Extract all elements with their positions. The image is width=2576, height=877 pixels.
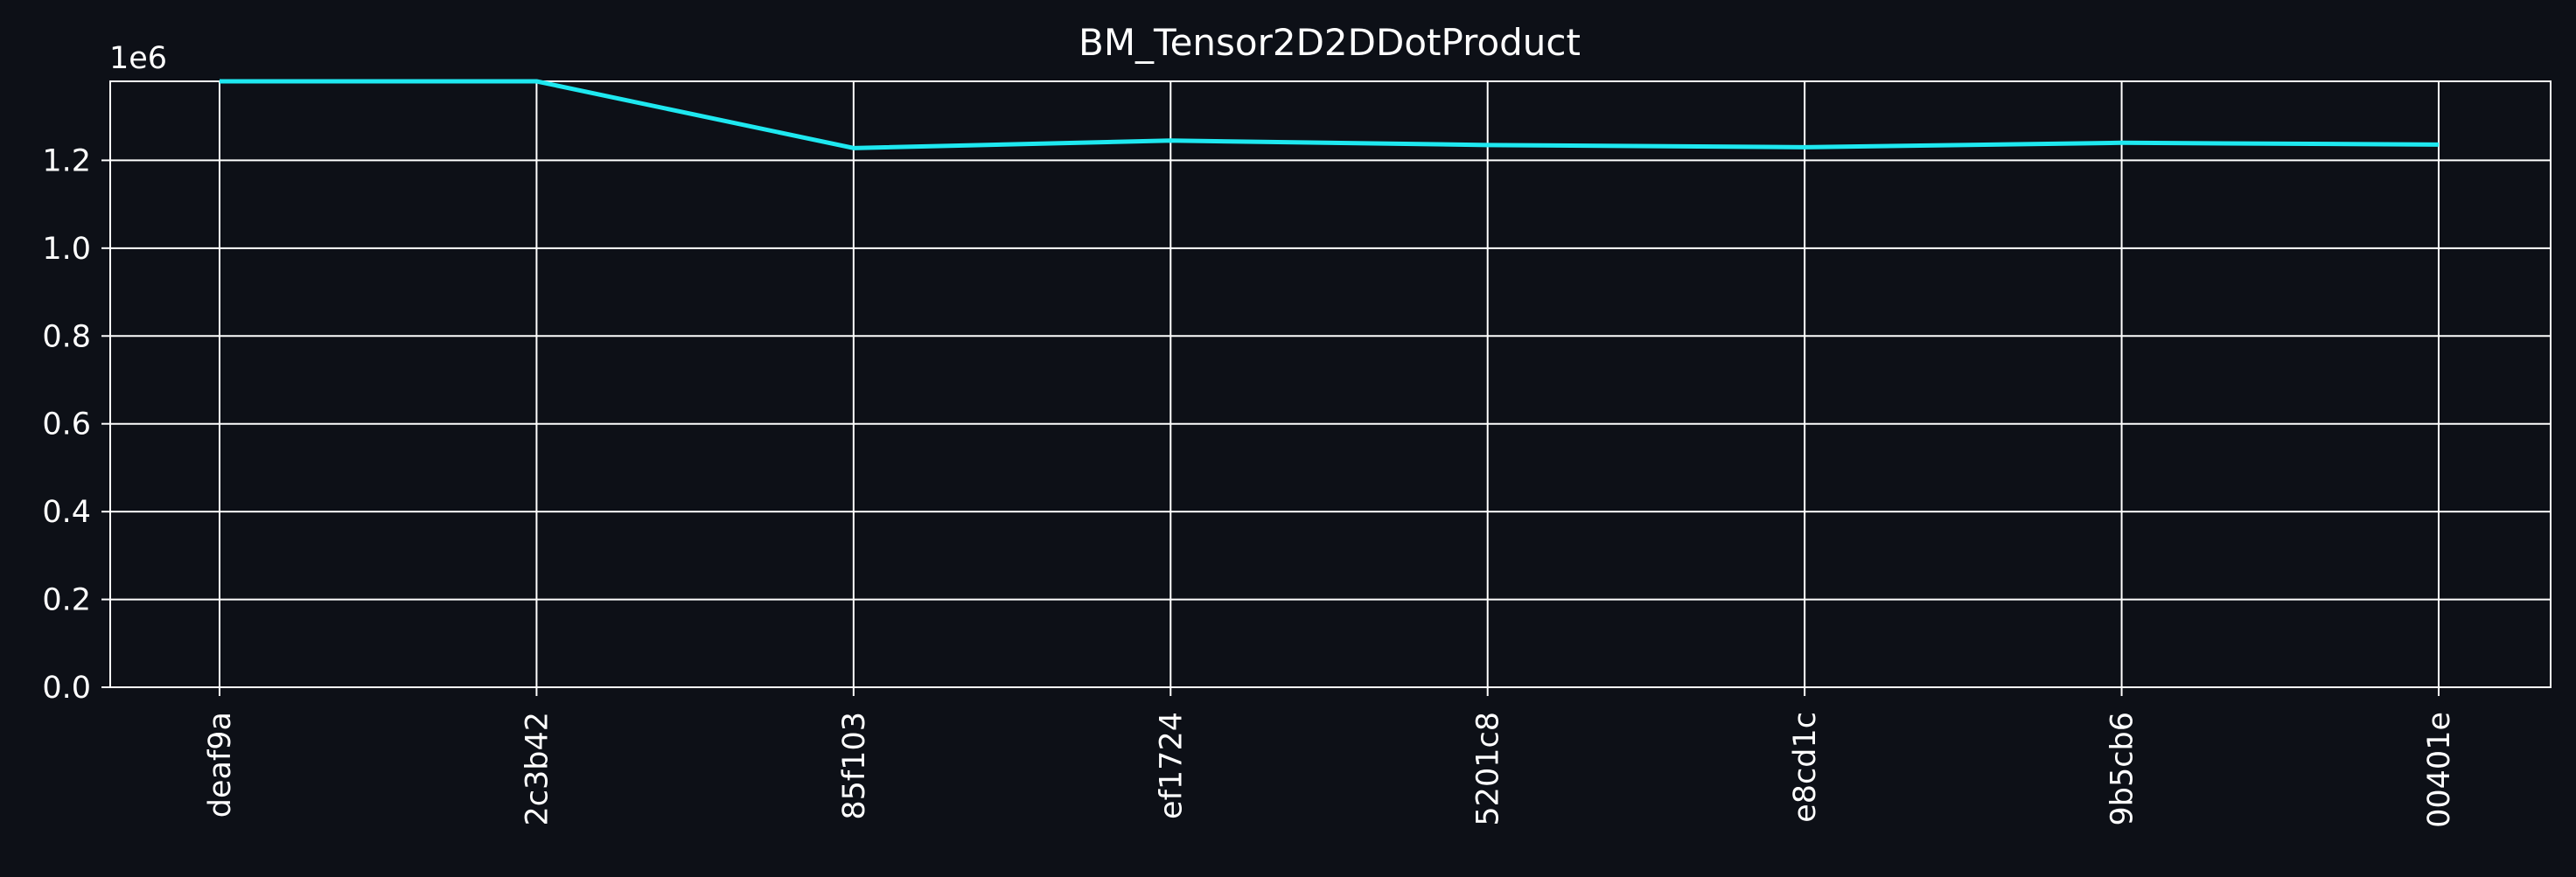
y-scale-label: 1e6	[109, 41, 167, 76]
y-tick-label: 1.2	[42, 143, 91, 178]
y-tick-label: 0.2	[42, 583, 91, 618]
axes-frame	[109, 80, 2552, 688]
y-tick-label: 0.8	[42, 319, 91, 354]
x-tick-label: 2c3b42	[520, 712, 555, 826]
y-tick-label: 0.4	[42, 495, 91, 530]
y-tick-label: 0.0	[42, 671, 91, 706]
plot-frame	[109, 80, 2552, 688]
x-tick-label: 9b5cb6	[2105, 712, 2140, 825]
series-line	[220, 79, 2440, 150]
x-tick-label: ef1724	[1154, 712, 1189, 819]
chart-title: BM_Tensor2D2DDotProduct	[1079, 21, 1581, 64]
y-axis-ticks: 0.0 0.2 0.4 0.6 0.8 1.0 1.2	[42, 143, 110, 706]
x-tick-label: 85f103	[837, 712, 872, 820]
x-tick-label: 00401e	[2422, 712, 2457, 828]
x-axis-ticks: deaf9a 2c3b42 85f103 ef1724 5201c8 e8cd1c 9b5c…	[203, 687, 2457, 828]
x-tick-label: deaf9a	[203, 712, 238, 818]
x-tick-label: 5201c8	[1471, 712, 1506, 826]
x-tick-label: e8cd1c	[1788, 712, 1823, 823]
y-tick-label: 1.0	[42, 232, 91, 267]
series-layer	[220, 79, 2440, 150]
y-tick-label: 0.6	[42, 407, 91, 442]
grid-lines	[110, 81, 2551, 688]
